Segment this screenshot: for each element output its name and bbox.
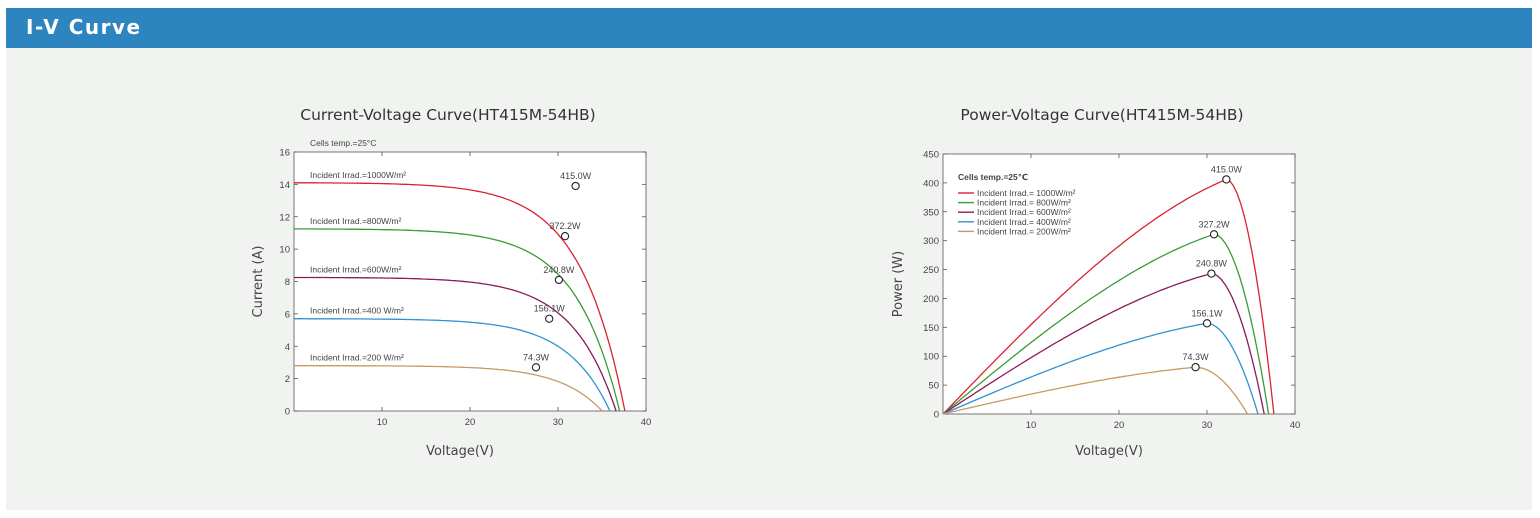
y-tick-label: 450 <box>923 150 939 161</box>
series-line <box>294 365 603 412</box>
y-tick-label: 16 <box>279 148 290 159</box>
mpp-point <box>571 181 580 191</box>
y-tick-label: 12 <box>279 212 290 223</box>
x-axis-label: Voltage(V) <box>1075 444 1143 459</box>
mpp-label: 415.0W <box>1211 164 1243 174</box>
y-tick-label: 50 <box>928 381 939 392</box>
mpp-label: 240.8W <box>543 265 575 275</box>
mpp-point <box>560 232 570 241</box>
series-label: Incident Irrad.=200 W/m² <box>310 353 404 363</box>
legend-entry: Incident Irrad.= 1000W/m² <box>977 188 1076 198</box>
series-line <box>294 228 621 412</box>
mpp-point <box>531 363 541 372</box>
y-tick-label: 14 <box>279 180 290 191</box>
x-tick-label: 40 <box>641 417 652 428</box>
x-tick-label: 10 <box>1026 420 1037 431</box>
mpp-label: 156.1W <box>1191 308 1223 318</box>
mpp-point <box>1191 363 1200 372</box>
y-tick-label: 6 <box>285 309 290 320</box>
y-axis-label: Current (A) <box>251 246 266 318</box>
series-label: Incident Irrad.=800W/m² <box>310 216 402 226</box>
mpp-point <box>545 314 554 323</box>
series-label: Incident Irrad.=400 W/m² <box>310 306 404 316</box>
y-tick-label: 0 <box>934 410 939 421</box>
mpp-label: 327.2W <box>1199 219 1231 229</box>
mpp-point <box>1207 269 1216 278</box>
series-line <box>294 276 617 412</box>
legend-entry: Incident Irrad.= 600W/m² <box>977 207 1071 217</box>
x-tick-label: 30 <box>1202 420 1213 431</box>
x-axis-label: Voltage(V) <box>426 444 494 459</box>
mpp-point <box>1202 319 1212 328</box>
y-tick-label: 2 <box>285 374 290 385</box>
series-label: Incident Irrad.=1000W/m² <box>310 170 406 180</box>
chart-title: Current-Voltage Curve(HT415M-54HB) <box>300 106 595 124</box>
y-tick-label: 8 <box>285 277 290 288</box>
y-tick-label: 100 <box>923 352 939 363</box>
cells-temperature-note: Cells temp.=25℃ <box>958 172 1028 182</box>
series-line <box>294 318 611 412</box>
section-title: I-V Curve <box>26 15 142 39</box>
x-tick-label: 20 <box>465 417 476 428</box>
mpp-label: 156.1W <box>534 304 566 314</box>
y-tick-label: 250 <box>923 265 939 276</box>
mpp-label: 74.3W <box>1183 352 1210 362</box>
x-tick-label: 30 <box>553 417 564 428</box>
cells-temperature-note: Cells temp.=25°C <box>310 138 376 148</box>
y-tick-label: 300 <box>923 236 939 247</box>
legend-entry: Incident Irrad.= 200W/m² <box>977 226 1071 236</box>
mpp-label: 415.0W <box>560 171 592 181</box>
mpp-label: 240.8W <box>1196 259 1228 269</box>
legend-entry: Incident Irrad.= 400W/m² <box>977 217 1071 227</box>
chart-title: Power-Voltage Curve(HT415M-54HB) <box>960 106 1243 124</box>
mpp-label: 372.2W <box>550 221 582 231</box>
x-tick-label: 40 <box>1290 420 1301 431</box>
mpp-label: 74.3W <box>523 352 550 362</box>
y-axis-label: Power (W) <box>891 251 906 317</box>
mpp-point <box>1209 230 1219 239</box>
mpp-point <box>1222 175 1231 184</box>
y-tick-label: 4 <box>285 342 290 353</box>
mpp-point <box>554 275 564 285</box>
series-line <box>942 178 1275 415</box>
series-label: Incident Irrad.=600W/m² <box>310 264 402 274</box>
legend-entry: Incident Irrad.= 800W/m² <box>977 198 1071 208</box>
plot-area <box>942 153 1296 415</box>
x-tick-label: 10 <box>377 417 388 428</box>
y-tick-label: 150 <box>923 323 939 334</box>
y-tick-label: 200 <box>923 294 939 305</box>
y-tick-label: 400 <box>923 178 939 189</box>
y-tick-label: 10 <box>279 245 290 256</box>
y-tick-label: 0 <box>285 407 290 418</box>
y-tick-label: 350 <box>923 207 939 218</box>
section-header: I-V Curve <box>6 8 1532 48</box>
series-line <box>294 182 626 412</box>
x-tick-label: 20 <box>1114 420 1125 431</box>
